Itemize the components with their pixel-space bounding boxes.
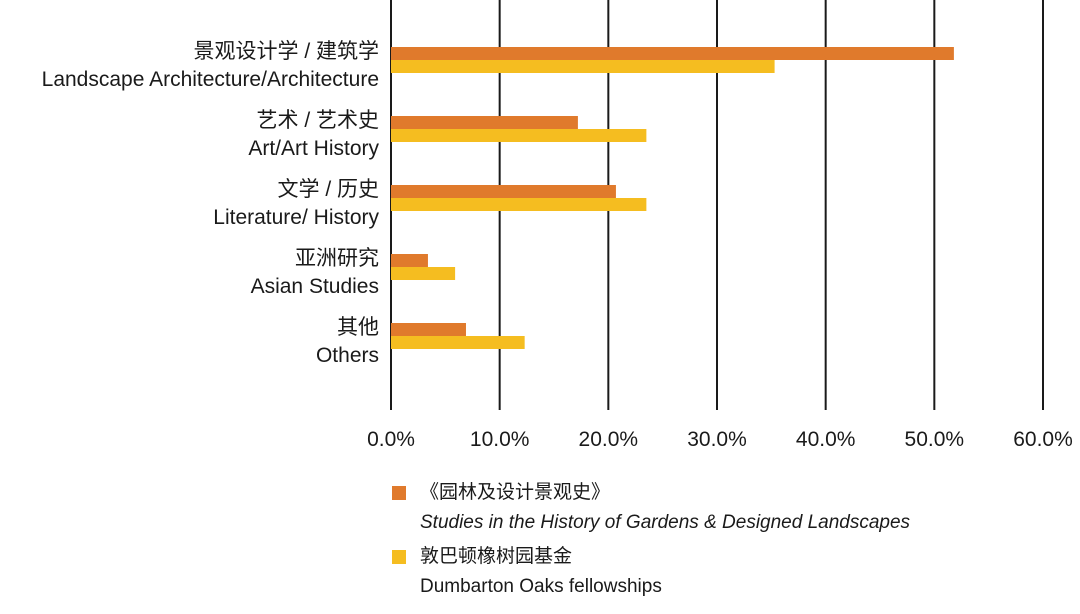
legend-swatch-series-2 [392, 550, 406, 564]
x-tick-label: 50.0% [905, 428, 965, 451]
x-tick-label: 40.0% [796, 428, 856, 451]
category-label-zh: 文学 / 历史 [277, 178, 379, 201]
bar-series-2 [391, 198, 647, 211]
category-label-zh: 亚洲研究 [295, 247, 379, 270]
x-tick-label: 10.0% [470, 428, 530, 451]
x-tick-label: 0.0% [367, 428, 415, 451]
bar-chart-svg: 0.0% 10.0% 20.0% 30.0% 40.0% 50.0% 60.0% 景观设计学 … [42, 0, 1073, 451]
legend-label-en-series-2: Dumbarton Oaks fellowships [420, 576, 662, 597]
legend: 《园林及设计景观史》 Studies in the History of Gar… [392, 480, 1072, 608]
legend-swatch-series-1 [392, 486, 406, 500]
category-label-en: Landscape Architecture/Architecture [42, 68, 379, 91]
bar-series-2 [391, 336, 525, 349]
bar-series-2 [391, 129, 647, 142]
x-tick-label: 60.0% [1013, 428, 1073, 451]
category-label-en: Literature/ History [213, 206, 379, 229]
legend-item-series-2: 敦巴顿橡树园基金 Dumbarton Oaks fellowships [392, 544, 1072, 600]
category-label-zh: 景观设计学 / 建筑学 [193, 40, 379, 63]
category-label-zh: 其他 [337, 316, 379, 339]
x-tick-label: 20.0% [579, 428, 639, 451]
legend-label-zh-series-1: 《园林及设计景观史》 [420, 482, 611, 503]
category-label-en: Art/Art History [248, 137, 379, 160]
bar-series-1 [391, 323, 466, 336]
legend-label-en-series-1: Studies in the History of Gardens & Desi… [420, 512, 911, 533]
x-tick-label: 30.0% [687, 428, 747, 451]
category-label-en: Asian Studies [251, 275, 379, 298]
bar-series-1 [391, 254, 428, 267]
legend-item-series-1: 《园林及设计景观史》 Studies in the History of Gar… [392, 480, 1072, 536]
legend-label-zh-series-2: 敦巴顿橡树园基金 [420, 546, 573, 567]
bar-series-2 [391, 267, 456, 280]
bar-series-2 [391, 60, 775, 73]
bar-series-1 [391, 116, 578, 129]
bar-series-1 [391, 47, 954, 60]
category-label-zh: 艺术 / 艺术史 [256, 109, 379, 132]
category-label-en: Others [316, 344, 379, 367]
bar-series-1 [391, 185, 616, 198]
